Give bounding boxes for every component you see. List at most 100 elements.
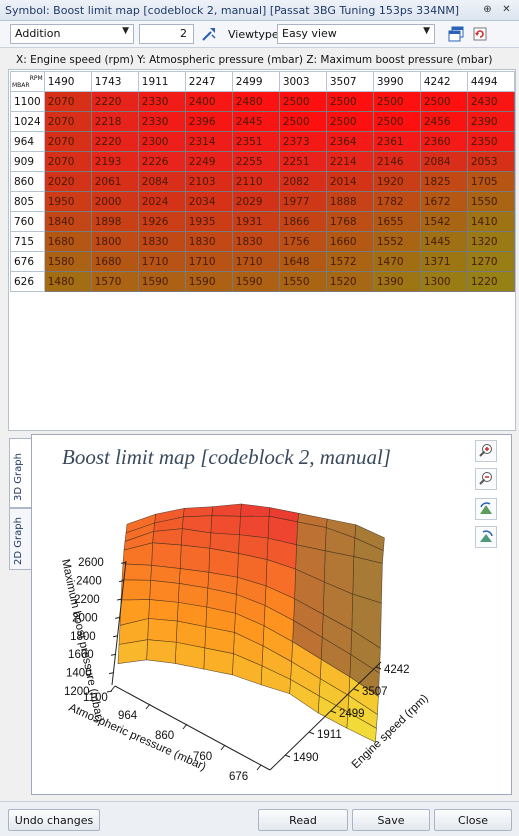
rotate-right-icon[interactable]: [475, 526, 497, 548]
map-cell[interactable]: 2218: [90, 111, 139, 132]
y-axis-header[interactable]: 626: [10, 271, 45, 292]
x-axis-header[interactable]: 2499: [231, 71, 280, 92]
rotate-left-icon[interactable]: [475, 498, 497, 520]
map-cell[interactable]: 1680: [90, 251, 139, 272]
map-cell[interactable]: 2396: [184, 111, 233, 132]
map-cell[interactable]: 1552: [372, 231, 421, 252]
map-cell[interactable]: 2146: [372, 151, 421, 172]
pin-icon[interactable]: ⊕: [483, 4, 492, 15]
map-cell[interactable]: 2300: [137, 131, 186, 152]
map-cell[interactable]: 1950: [43, 191, 92, 212]
map-cell[interactable]: 2084: [137, 171, 186, 192]
map-cell[interactable]: 1580: [43, 251, 92, 272]
map-cell[interactable]: 1390: [372, 271, 421, 292]
map-cell[interactable]: 1590: [184, 271, 233, 292]
map-cell[interactable]: 2251: [278, 151, 327, 172]
map-cell[interactable]: 1825: [419, 171, 468, 192]
map-cell[interactable]: 2070: [43, 131, 92, 152]
map-cell[interactable]: 2500: [372, 91, 421, 112]
map-cell[interactable]: 1830: [137, 231, 186, 252]
map-cell[interactable]: 1590: [137, 271, 186, 292]
map-cell[interactable]: 1756: [278, 231, 327, 252]
map-cell[interactable]: 2034: [184, 191, 233, 212]
close-icon[interactable]: ✕: [502, 4, 511, 15]
map-cell[interactable]: 2500: [325, 91, 374, 112]
map-cell[interactable]: 2061: [90, 171, 139, 192]
map-cell[interactable]: 1655: [372, 211, 421, 232]
x-axis-header[interactable]: 4494: [466, 71, 516, 92]
map-cell[interactable]: 1830: [231, 231, 280, 252]
map-cell[interactable]: 1931: [231, 211, 280, 232]
map-cell[interactable]: 1572: [325, 251, 374, 272]
x-axis-header[interactable]: 3003: [278, 71, 327, 92]
map-cell[interactable]: 1371: [419, 251, 468, 272]
close-button[interactable]: Close: [434, 809, 512, 831]
map-cell[interactable]: 2082: [278, 171, 327, 192]
map-cell[interactable]: 1590: [231, 271, 280, 292]
y-axis-header[interactable]: 715: [10, 231, 45, 252]
map-cell[interactable]: 2024: [137, 191, 186, 212]
map-cell[interactable]: 1830: [184, 231, 233, 252]
surface-plot[interactable]: Boost limit map [codeblock 2, manual] 260…: [32, 435, 513, 796]
x-axis-header[interactable]: 3990: [372, 71, 421, 92]
map-cell[interactable]: 2314: [184, 131, 233, 152]
map-cell[interactable]: 2456: [419, 111, 468, 132]
map-cell[interactable]: 1710: [184, 251, 233, 272]
zoom-out-icon[interactable]: [475, 468, 497, 490]
map-cell[interactable]: 1782: [372, 191, 421, 212]
map-cell[interactable]: 1866: [278, 211, 327, 232]
y-axis-header[interactable]: 964: [10, 131, 45, 152]
tab-2d-graph[interactable]: 2D Graph: [9, 508, 31, 570]
map-cell[interactable]: 2214: [325, 151, 374, 172]
map-cell[interactable]: 2053: [466, 151, 516, 172]
map-cell[interactable]: 2500: [372, 111, 421, 132]
operand-input[interactable]: 2: [139, 24, 194, 44]
y-axis-header[interactable]: 1100: [10, 91, 45, 112]
map-cell[interactable]: 2400: [184, 91, 233, 112]
map-cell[interactable]: 1410: [466, 211, 516, 232]
map-cell[interactable]: 1705: [466, 171, 516, 192]
map-cell[interactable]: 2103: [184, 171, 233, 192]
save-button[interactable]: Save: [352, 809, 430, 831]
map-cell[interactable]: 1768: [325, 211, 374, 232]
map-cell[interactable]: 1660: [325, 231, 374, 252]
map-cell[interactable]: 1570: [90, 271, 139, 292]
map-cell[interactable]: 2500: [325, 111, 374, 132]
read-button[interactable]: Read: [258, 809, 348, 831]
map-cell[interactable]: 1648: [278, 251, 327, 272]
map-cell[interactable]: 1680: [43, 231, 92, 252]
map-cell[interactable]: 1220: [466, 271, 516, 292]
zoom-in-icon[interactable]: [475, 440, 497, 462]
map-cell[interactable]: 2000: [90, 191, 139, 212]
y-axis-header[interactable]: 676: [10, 251, 45, 272]
map-cell[interactable]: 1840: [43, 211, 92, 232]
y-axis-header[interactable]: 1024: [10, 111, 45, 132]
y-axis-header[interactable]: 760: [10, 211, 45, 232]
map-cell[interactable]: 1470: [372, 251, 421, 272]
map-cell[interactable]: 2084: [419, 151, 468, 172]
x-axis-header[interactable]: 4242: [419, 71, 468, 92]
map-cell[interactable]: 1926: [137, 211, 186, 232]
map-cell[interactable]: 1800: [90, 231, 139, 252]
x-axis-header[interactable]: 3507: [325, 71, 374, 92]
tab-3d-graph[interactable]: 3D Graph: [9, 438, 31, 508]
map-cell[interactable]: 1520: [325, 271, 374, 292]
map-cell[interactable]: 2364: [325, 131, 374, 152]
map-cell[interactable]: 1898: [90, 211, 139, 232]
windows-icon[interactable]: [446, 24, 466, 44]
map-cell[interactable]: 2500: [278, 111, 327, 132]
map-cell[interactable]: 2350: [466, 131, 516, 152]
undo-icon[interactable]: [470, 24, 490, 44]
map-cell[interactable]: 2110: [231, 171, 280, 192]
x-axis-header[interactable]: 1490: [43, 71, 92, 92]
y-axis-header[interactable]: 805: [10, 191, 45, 212]
map-cell[interactable]: 1672: [419, 191, 468, 212]
map-cell[interactable]: 1550: [466, 191, 516, 212]
map-cell[interactable]: 1710: [231, 251, 280, 272]
viewtype-select[interactable]: Easy view ▼: [277, 24, 435, 44]
map-cell[interactable]: 2220: [90, 131, 139, 152]
map-cell[interactable]: 2500: [419, 91, 468, 112]
map-cell[interactable]: 2070: [43, 111, 92, 132]
map-cell[interactable]: 1935: [184, 211, 233, 232]
map-cell[interactable]: 1320: [466, 231, 516, 252]
